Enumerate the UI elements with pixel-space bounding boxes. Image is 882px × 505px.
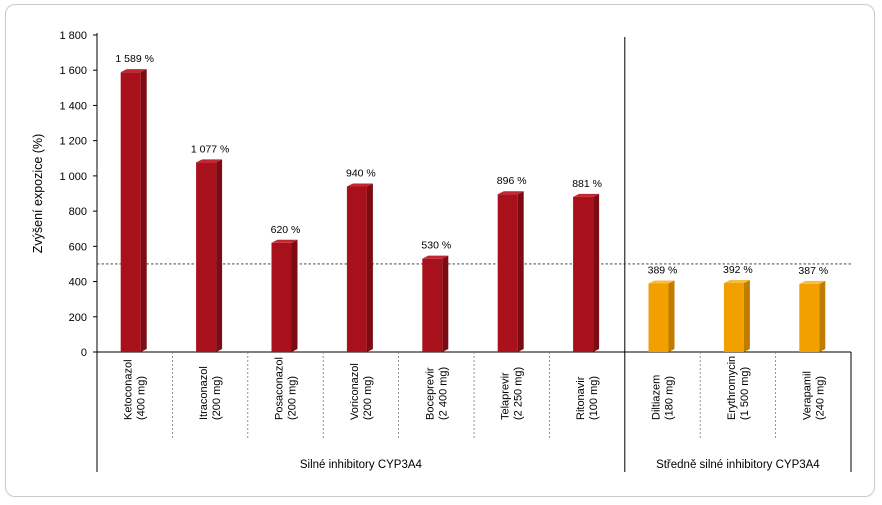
bar-top [799, 280, 826, 284]
bar [497, 194, 518, 352]
bar-side [140, 69, 147, 352]
category-label: Erythromycin [726, 356, 738, 420]
y-tick-label: 400 [69, 277, 87, 289]
bar-side [517, 191, 524, 352]
bar-group [422, 255, 449, 352]
bar-top [196, 159, 223, 163]
bar-group [723, 279, 750, 352]
category-label: Posaconazol [274, 357, 286, 420]
category-label: Diltiazem [651, 375, 663, 420]
bar-group [346, 183, 373, 352]
bar-side [593, 193, 600, 352]
bar-side [819, 280, 826, 352]
group-label: Středně silné inhibitory CYP3A4 [656, 459, 820, 471]
category-label: Voriconazol [349, 363, 361, 420]
category-dose-label: (200 mg) [287, 376, 299, 420]
category-dose-label: (180 mg) [664, 376, 676, 420]
bar [422, 258, 443, 352]
bar-group [497, 191, 524, 352]
bar-group [799, 280, 826, 352]
y-tick-label: 1 000 [59, 171, 87, 183]
bar-top [723, 279, 750, 283]
category-label: Telaprevir [500, 372, 512, 420]
bar-side [668, 280, 675, 352]
category-label: Ritonavir [575, 376, 587, 420]
y-tick-label: 600 [69, 241, 87, 253]
bar-top [497, 191, 524, 195]
bar-group [120, 69, 147, 352]
category-dose-label: (200 mg) [362, 376, 374, 420]
bar-top [422, 255, 449, 259]
bar-side [291, 239, 298, 352]
data-label: 620 % [271, 224, 301, 236]
y-tick-label: 800 [69, 206, 87, 218]
bar [573, 196, 594, 352]
y-tick-label: 1 200 [59, 136, 87, 148]
bar-top [271, 239, 298, 243]
bar-top [573, 193, 600, 197]
bar-group [648, 280, 675, 352]
bar [271, 242, 292, 352]
category-label: Ketoconazol [123, 359, 135, 420]
category-dose-label: (400 mg) [136, 376, 148, 420]
data-label: 940 % [346, 167, 376, 179]
category-label: Boceprevir [424, 367, 436, 420]
bar-top [120, 69, 147, 73]
y-tick-label: 0 [81, 347, 87, 359]
category-dose-label: (1 500 mg) [739, 367, 751, 420]
bar [799, 283, 820, 352]
bar [346, 186, 367, 352]
bar [120, 72, 141, 352]
bar-side [366, 183, 373, 352]
data-label: 896 % [497, 175, 527, 187]
category-label: Verapamil [801, 371, 813, 420]
y-tick-label: 1 600 [59, 65, 87, 77]
data-label: 1 589 % [115, 53, 154, 65]
bar [723, 282, 744, 352]
data-label: 392 % [723, 264, 753, 276]
bar-group [271, 239, 298, 352]
y-tick-label: 1 400 [59, 100, 87, 112]
category-dose-label: (2 250 mg) [513, 367, 525, 420]
category-dose-label: (2 400 mg) [437, 367, 449, 420]
data-label: 530 % [421, 240, 451, 252]
bar-top [346, 183, 373, 187]
y-tick-label: 200 [69, 312, 87, 324]
data-label: 387 % [798, 265, 828, 277]
category-dose-label: (100 mg) [588, 376, 600, 420]
bar-group [573, 193, 600, 352]
bar [648, 283, 669, 352]
bar-side [216, 159, 223, 352]
y-axis-label: Zvýšení expozice (%) [31, 134, 45, 253]
category-dose-label: (240 mg) [814, 376, 826, 420]
chart-frame [5, 4, 875, 497]
data-label: 389 % [648, 264, 678, 276]
bar-group [196, 159, 223, 352]
category-label: Itraconazol [198, 366, 210, 420]
bar-side [743, 279, 750, 352]
category-dose-label: (200 mg) [211, 376, 223, 420]
data-label: 881 % [572, 178, 602, 190]
data-label: 1 077 % [191, 143, 230, 155]
group-label: Silné inhibitory CYP3A4 [300, 459, 423, 471]
bar-top [648, 280, 675, 284]
y-tick-label: 1 800 [59, 30, 87, 42]
bar [196, 162, 217, 352]
bar-side [442, 255, 449, 352]
